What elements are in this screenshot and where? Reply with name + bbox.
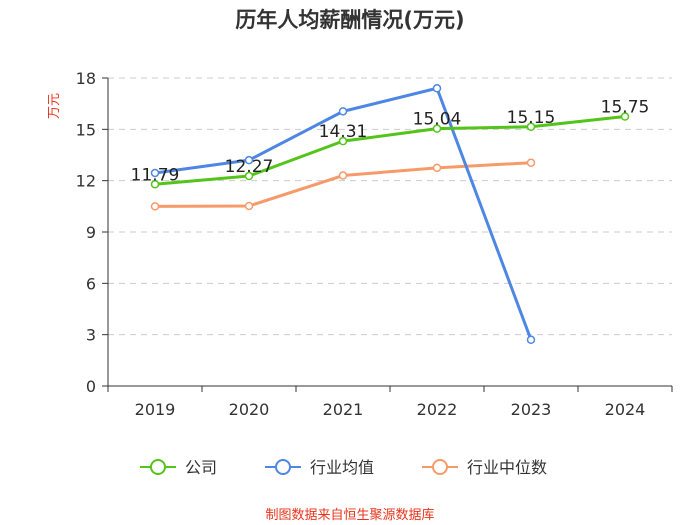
axes — [102, 77, 673, 392]
data-labels: 11.79 12.27 14.31 15.04 15.15 15.75 — [131, 98, 650, 186]
chart-title: 历年人均薪酬情况(万元) — [235, 8, 464, 32]
x-tick-label: 2024 — [605, 400, 646, 419]
y-tick-label: 6 — [86, 274, 96, 293]
y-tick-label: 9 — [86, 223, 96, 242]
x-tick-label: 2022 — [417, 400, 458, 419]
x-tick-label: 2020 — [229, 400, 270, 419]
x-tick-label: 2021 — [323, 400, 364, 419]
legend-label: 公司 — [185, 458, 217, 477]
data-point — [432, 163, 442, 173]
legend-marker — [432, 459, 448, 475]
data-point — [338, 107, 348, 116]
data-point — [150, 202, 160, 211]
data-label: 14.31 — [319, 122, 368, 142]
legend-label: 行业均值 — [310, 458, 374, 477]
x-tick-label: 2019 — [135, 400, 176, 419]
y-tick-label: 3 — [86, 326, 96, 345]
data-point — [244, 155, 254, 165]
data-point — [526, 122, 536, 132]
y-axis-ticks: 0 3 6 9 12 15 18 — [76, 69, 96, 396]
data-point — [244, 201, 254, 211]
data-label: 15.15 — [507, 108, 556, 128]
data-point — [338, 171, 348, 180]
y-tick-label: 15 — [76, 120, 96, 139]
x-tick-label: 2023 — [511, 400, 552, 419]
y-tick-label: 12 — [76, 172, 96, 191]
series-line-industry-median — [154, 161, 532, 208]
x-axis-ticks: 2019 2020 2021 2022 2023 2024 — [135, 400, 646, 419]
source-note: 制图数据来自恒生聚源数据库 — [265, 507, 434, 523]
y-tick-label: 0 — [86, 377, 96, 396]
data-point — [150, 180, 160, 189]
data-point — [432, 84, 442, 93]
data-label: 11.79 — [131, 165, 180, 185]
data-point — [338, 136, 348, 146]
data-point — [526, 335, 536, 345]
legend-marker — [275, 459, 291, 475]
data-label: 15.04 — [413, 110, 462, 130]
data-label: 15.75 — [601, 98, 650, 118]
y-tick-label: 18 — [76, 69, 96, 88]
legend-marker — [150, 459, 166, 475]
legend: 公司 行业均值 行业中位数 — [140, 458, 547, 477]
y-axis-label: 万元 — [47, 93, 62, 119]
series-line-company — [154, 115, 626, 186]
data-point — [244, 171, 254, 181]
data-label: 12.27 — [225, 157, 274, 177]
legend-label: 行业中位数 — [467, 458, 547, 477]
series-points — [150, 84, 630, 345]
data-point — [526, 158, 536, 167]
data-point — [620, 112, 630, 121]
data-point — [432, 124, 442, 133]
data-point — [150, 168, 160, 178]
